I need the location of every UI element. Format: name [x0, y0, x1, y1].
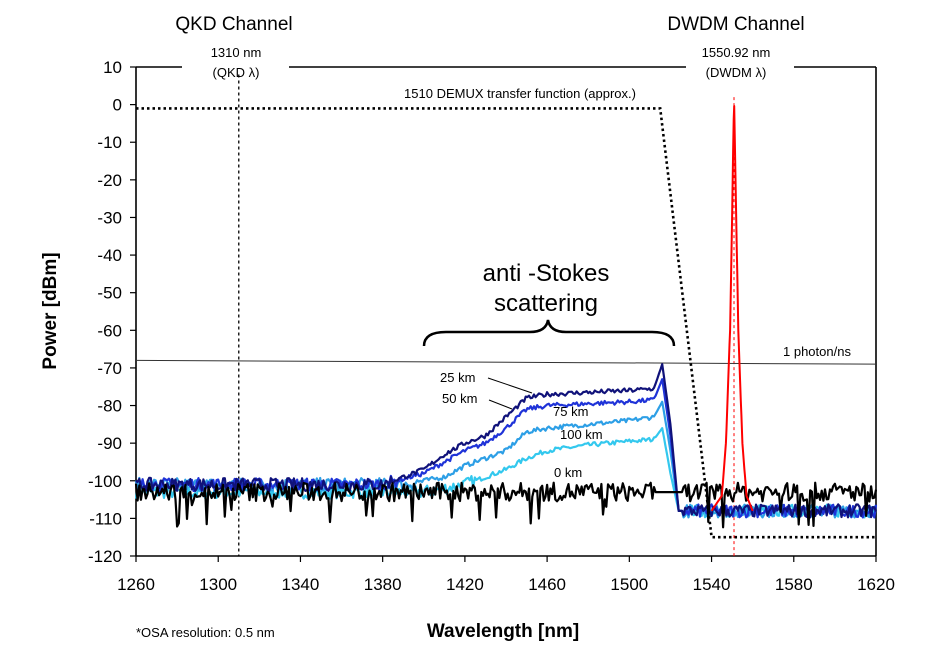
y-tick-label: 0 [113, 96, 122, 115]
x-tick-label: 1300 [199, 575, 237, 594]
qkd-lambda-label: (QKD λ) [213, 65, 260, 80]
y-tick-label: -30 [97, 208, 122, 227]
series-label-100km: 100 km [560, 427, 603, 442]
qkd-channel-title: QKD Channel [175, 14, 292, 35]
series-label-75km: 75 km [553, 404, 588, 419]
y-tick-label: -100 [88, 472, 122, 491]
series-leader-50km [488, 399, 513, 410]
y-tick-label: -10 [97, 133, 122, 152]
y-tick-label: -20 [97, 171, 122, 190]
x-tick-label: 1260 [117, 575, 155, 594]
y-tick-label: -110 [89, 509, 122, 528]
osa-resolution-note: *OSA resolution: 0.5 nm [136, 625, 275, 640]
series-label-25km: 25 km [440, 370, 475, 385]
series-0-km-line [134, 481, 878, 529]
x-tick-label: 1460 [528, 575, 566, 594]
x-tick-label: 1620 [857, 575, 895, 594]
plot-area [134, 74, 878, 556]
y-tick-label: -90 [97, 434, 122, 453]
y-tick-label: -50 [97, 284, 122, 303]
y-tick-label: -70 [97, 359, 122, 378]
series-25-km-line [135, 363, 878, 519]
demux-annotation: 1510 DEMUX transfer function (approx.) [404, 86, 636, 101]
series-label-50km: 50 km [442, 391, 477, 406]
photon-level-label: 1 photon/ns [783, 344, 851, 359]
antistokes-annotation-line2: scattering [494, 290, 598, 317]
series-100-km-line [134, 427, 878, 519]
dwdm-lambda-label: (DWDM λ) [706, 65, 767, 80]
x-tick-label: 1420 [446, 575, 484, 594]
y-tick-label: -60 [97, 321, 122, 340]
series-dwdm-signal-line [710, 105, 754, 512]
antistokes-annotation-line1: anti -Stokes [483, 260, 610, 287]
y-tick-label: -80 [97, 397, 122, 416]
axis-ticks: 10 0 -10 -20 -30 -40 -50 -60 -70 -80 -90 -100 -110 -1… [88, 58, 895, 594]
qkd-wavelength-label: 1310 nm [211, 45, 262, 60]
y-tick-label: -40 [97, 246, 122, 265]
x-axis-title: Wavelength [nm] [427, 621, 579, 642]
series-leader-25km [487, 377, 533, 394]
x-tick-label: 1540 [693, 575, 731, 594]
x-tick-label: 1340 [282, 575, 320, 594]
series-label-0km: 0 km [554, 465, 582, 480]
x-tick-label: 1380 [364, 575, 402, 594]
dwdm-channel-title: DWDM Channel [667, 14, 804, 35]
y-axis-title: Power [dBm] [40, 252, 61, 369]
x-tick-label: 1580 [775, 575, 813, 594]
y-tick-label: -120 [88, 547, 122, 566]
antistokes-brace [422, 319, 676, 347]
y-tick-label: 10 [103, 58, 122, 77]
x-tick-label: 1500 [610, 575, 648, 594]
dwdm-wavelength-label: 1550.92 nm [702, 45, 771, 60]
photon-level-line [135, 359, 877, 365]
